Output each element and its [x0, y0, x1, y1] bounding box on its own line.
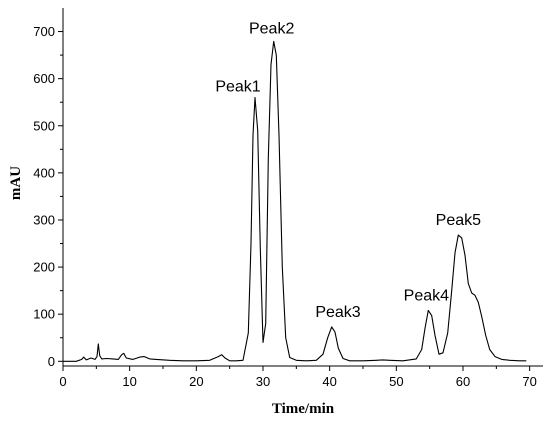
- y-tick-label: 100: [33, 307, 55, 322]
- x-tick-label: 70: [522, 374, 536, 389]
- x-tick-label: 60: [456, 374, 470, 389]
- y-tick-label: 500: [33, 118, 55, 133]
- x-tick-label: 40: [322, 374, 336, 389]
- y-tick-label: 600: [33, 71, 55, 86]
- peak-labels: Peak1 Peak2 Peak3 Peak4 Peak5: [215, 20, 481, 320]
- chromatogram-trace: [63, 40, 527, 362]
- peak-label: Peak1: [215, 79, 260, 96]
- y-tick-label: 200: [33, 260, 55, 275]
- x-tick-labels: 0 10 20 30 40 50 60 70: [59, 374, 537, 389]
- x-tick-label: 20: [189, 374, 203, 389]
- peak-label: Peak4: [404, 287, 449, 304]
- y-tick-label: 700: [33, 24, 55, 39]
- x-tick-label: 50: [389, 374, 403, 389]
- x-tick-label: 30: [256, 374, 270, 389]
- y-tick-label: 300: [33, 212, 55, 227]
- x-axis-title: Time/min: [272, 401, 335, 417]
- y-tick-label: 0: [48, 354, 55, 369]
- x-tick-label: 0: [59, 374, 66, 389]
- y-tick-label: 400: [33, 165, 55, 180]
- peak-label: Peak2: [249, 20, 294, 37]
- peak-label: Peak5: [436, 212, 481, 229]
- y-tick-labels: 0 100 200 300 400 500 600 700: [33, 24, 55, 369]
- axes: [58, 8, 543, 371]
- y-axis-title: mAU: [8, 166, 24, 200]
- x-tick-label: 10: [122, 374, 136, 389]
- peak-label: Peak3: [315, 304, 360, 321]
